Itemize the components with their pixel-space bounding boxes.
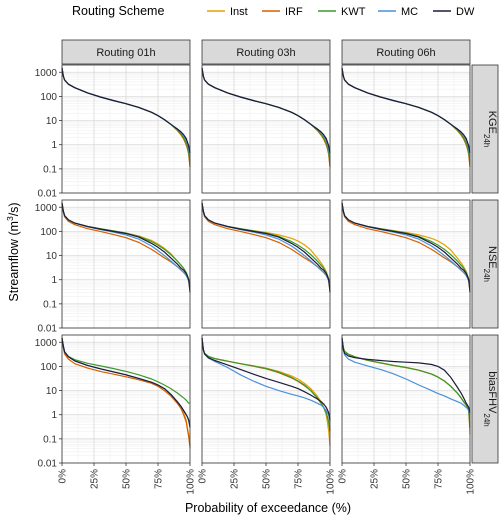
legend-item-mc: MC — [378, 6, 418, 18]
row-strip-label-main: NSE — [486, 246, 498, 269]
panel-border — [201, 199, 331, 329]
y-tick-label: 0.01 — [38, 324, 58, 335]
x-tick-label: 100% — [186, 469, 197, 495]
legend-label: Inst — [230, 6, 248, 18]
y-tick-label: 10 — [46, 386, 58, 397]
y-tick-label: 1 — [51, 275, 57, 286]
facet-grid: Routing 01h Routing 03h Routing 06hKGE24hN… — [35, 39, 499, 495]
column-strip: Routing 01h — [61, 39, 191, 65]
row-strip-label-sub: 24h — [483, 134, 492, 147]
x-tick-label: 100% — [466, 469, 477, 495]
x-tick-label: 75% — [154, 469, 165, 489]
series-line-dw — [201, 67, 331, 154]
row-strip-label-main: biasFHV — [486, 371, 498, 414]
legend-label: KWT — [341, 6, 366, 18]
column-strip-label: Routing 01h — [96, 47, 155, 59]
y-tick-label: 10 — [46, 116, 58, 127]
panel-border — [61, 64, 191, 194]
y-tick-label: 10 — [46, 251, 58, 262]
series-line-kwt — [201, 337, 331, 432]
x-tick-label: 25% — [230, 469, 241, 489]
y-tick-label: 1000 — [35, 203, 58, 214]
series-line-irf — [61, 337, 191, 447]
row-strip-label-sub: 24h — [483, 413, 492, 426]
legend-item-inst: Inst — [207, 6, 248, 18]
series-line-dw — [341, 337, 471, 413]
row-strip-label-sub: 24h — [483, 269, 492, 282]
x-axis-title: Probability of exceedance (%) — [185, 501, 351, 515]
panel — [61, 199, 191, 329]
series-line-dw — [61, 202, 191, 293]
panel-border — [341, 64, 471, 194]
y-tick-label: 0.1 — [43, 434, 57, 445]
panel — [341, 64, 471, 194]
panel — [201, 334, 331, 464]
column-strip: Routing 03h — [201, 39, 331, 65]
panel — [201, 64, 331, 194]
y-tick-label: 1 — [51, 140, 57, 151]
legend-label: DW — [456, 6, 475, 18]
series-line-dw — [201, 202, 331, 293]
x-tick-label: 75% — [294, 469, 305, 489]
panel-border — [61, 199, 191, 329]
row-strip: NSE24h — [471, 199, 499, 329]
x-tick-label: 0% — [58, 469, 69, 484]
row-strip-label: biasFHV24h — [483, 371, 499, 427]
x-tick-label: 50% — [402, 469, 413, 489]
legend-label: MC — [401, 6, 418, 18]
row-strip-label: NSE24h — [483, 246, 499, 282]
series-line-kwt — [341, 337, 471, 428]
panel — [61, 64, 191, 194]
x-tick-label: 75% — [434, 469, 445, 489]
column-strip: Routing 06h — [341, 39, 471, 65]
y-tick-label: 100 — [40, 362, 57, 373]
series-line-dw — [341, 67, 471, 154]
series-line-dw — [61, 337, 191, 428]
y-tick-label: 1000 — [35, 68, 58, 79]
x-tick-label: 0% — [198, 469, 209, 484]
x-tick-label: 50% — [122, 469, 133, 489]
y-axis-title-superscript: 3 — [5, 216, 15, 221]
panel — [341, 334, 471, 464]
series-line-dw — [201, 337, 331, 421]
y-tick-label: 0.1 — [43, 299, 57, 310]
y-tick-label: 100 — [40, 227, 57, 238]
y-axis-title-tail: /s) — [7, 202, 21, 216]
y-tick-label: 1000 — [35, 338, 58, 349]
panel-border — [341, 199, 471, 329]
legend-item-irf: IRF — [262, 6, 303, 18]
panel — [61, 334, 191, 464]
row-strip-label-main: KGE — [486, 111, 498, 134]
panel-border — [201, 64, 331, 194]
x-tick-label: 25% — [90, 469, 101, 489]
y-tick-label: 0.01 — [38, 459, 58, 470]
legend-item-kwt: KWT — [318, 6, 366, 18]
y-axis-title: Streamflow (m3/s) — [5, 202, 21, 301]
row-strip: biasFHV24h — [471, 334, 499, 464]
x-tick-label: 100% — [326, 469, 337, 495]
series-line-dw — [341, 202, 471, 293]
x-tick-label: 0% — [338, 469, 349, 484]
column-strip-label: Routing 06h — [376, 47, 435, 59]
y-tick-label: 0.1 — [43, 164, 57, 175]
legend-item-dw: DW — [433, 6, 475, 18]
x-tick-label: 50% — [262, 469, 273, 489]
y-tick-label: 100 — [40, 92, 57, 103]
x-tick-label: 25% — [370, 469, 381, 489]
column-strip-label: Routing 03h — [236, 47, 295, 59]
series-line-dw — [61, 67, 191, 154]
legend-title: Routing Scheme — [72, 4, 164, 18]
panel — [201, 199, 331, 329]
series-line-mc — [341, 337, 471, 415]
row-strip-label: KGE24h — [483, 111, 499, 148]
legend-label: IRF — [285, 6, 303, 18]
legend: Routing Scheme Inst IRF KWT MC DW — [72, 4, 475, 18]
y-tick-label: 1 — [51, 410, 57, 421]
y-tick-label: 0.01 — [38, 189, 58, 200]
row-strip: KGE24h — [471, 64, 499, 194]
panel — [341, 199, 471, 329]
